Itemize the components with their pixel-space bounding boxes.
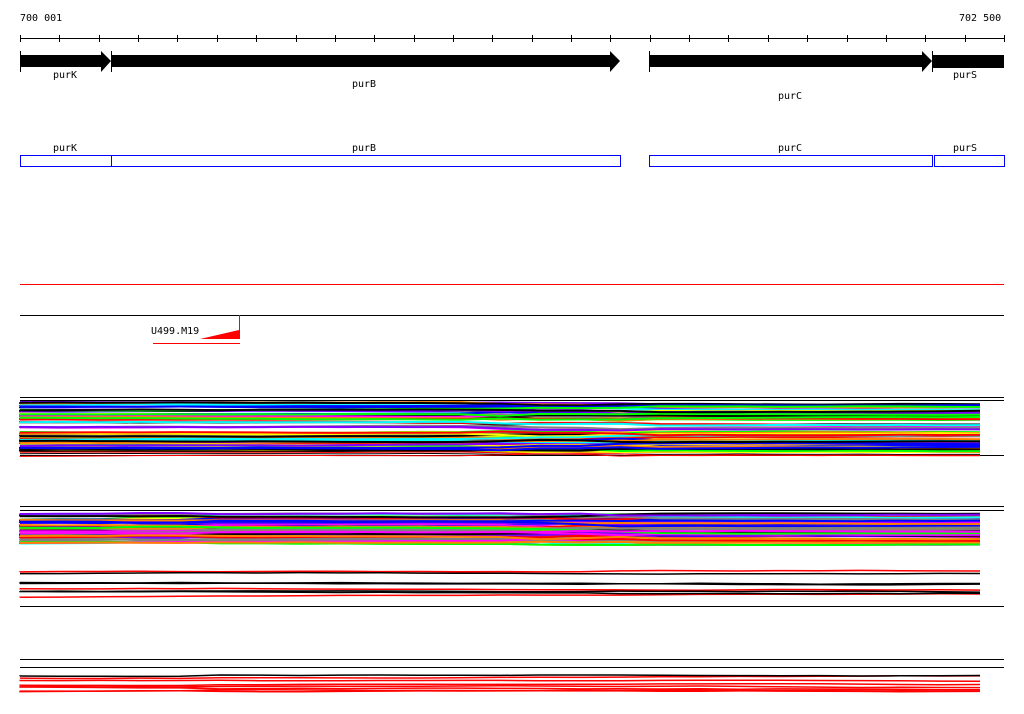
alignment-line — [19, 512, 981, 519]
alignment-line — [19, 540, 981, 544]
gene-arrow-purB — [111, 51, 620, 72]
annotation-label-purS[interactable]: purS — [953, 143, 978, 154]
alignment-line — [19, 438, 981, 444]
alignment-line — [19, 430, 981, 437]
gene-label-purC[interactable]: purC — [778, 91, 803, 102]
alignment-tracks — [19, 397, 1004, 693]
alignment-line — [19, 518, 980, 526]
alignment-line — [19, 674, 981, 678]
alignment-line — [20, 571, 981, 575]
gene-arrow-track — [20, 51, 1004, 72]
annotation-label-purK[interactable]: purK — [53, 143, 78, 154]
alignment-line — [19, 679, 981, 683]
alignment-line — [19, 519, 981, 525]
alignment-line — [19, 684, 981, 689]
feature-signal-wedge — [200, 330, 239, 339]
annotation-label-purC[interactable]: purC — [778, 143, 803, 154]
alignment-line — [19, 420, 981, 427]
alignment-line — [19, 452, 980, 456]
alignment-line — [19, 445, 981, 452]
alignment-line — [19, 525, 981, 535]
gene-arrow-purS — [932, 55, 1004, 68]
gene-label-purK[interactable]: purK — [53, 70, 78, 81]
gene-label-purB[interactable]: purB — [352, 79, 377, 90]
alignment-line — [19, 431, 981, 438]
alignment-line — [19, 689, 981, 693]
feature-label[interactable]: U499.M19 — [151, 326, 200, 337]
annotation-box-purK — [20, 155, 112, 167]
gene-annotation-track — [20, 155, 1005, 167]
ruler-start-label: 700 001 — [20, 13, 63, 24]
ruler-end-label: 702 500 — [959, 13, 1002, 24]
alignment-line — [19, 416, 981, 421]
annotation-box-purS — [934, 155, 1005, 167]
gene-label-purS[interactable]: purS — [953, 70, 978, 81]
alignment-line — [19, 512, 981, 517]
alignment-line — [19, 425, 981, 432]
alignment-line — [19, 590, 981, 593]
alignment-line — [19, 408, 981, 414]
alignment-line — [19, 529, 981, 535]
gene-arrow-purK — [20, 51, 111, 72]
alignment-line — [19, 569, 981, 573]
alignment-line — [19, 581, 980, 585]
annotation-box-purC — [649, 155, 933, 167]
alignment-line — [19, 412, 981, 417]
alignment-line — [19, 587, 981, 591]
alignment-line — [19, 451, 981, 456]
ruler — [20, 35, 1005, 42]
annotation-label-purB[interactable]: purB — [352, 143, 377, 154]
annotation-box-purB — [111, 155, 621, 167]
gene-arrow-purC — [649, 51, 932, 72]
alignment-line — [19, 686, 981, 691]
alignment-line — [19, 682, 981, 687]
alignment-line — [19, 534, 981, 541]
